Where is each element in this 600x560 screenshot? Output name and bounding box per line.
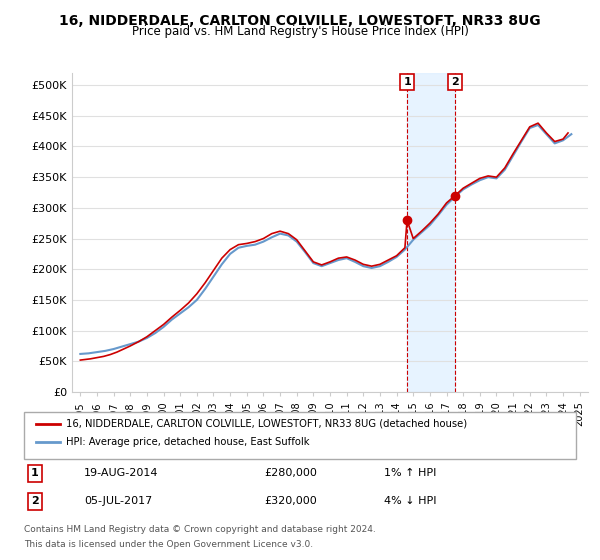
Text: 1% ↑ HPI: 1% ↑ HPI <box>384 468 436 478</box>
Text: 16, NIDDERDALE, CARLTON COLVILLE, LOWESTOFT, NR33 8UG: 16, NIDDERDALE, CARLTON COLVILLE, LOWEST… <box>59 14 541 28</box>
Text: 2: 2 <box>451 77 459 87</box>
Text: 05-JUL-2017: 05-JUL-2017 <box>84 496 152 506</box>
Text: £280,000: £280,000 <box>264 468 317 478</box>
Text: Price paid vs. HM Land Registry's House Price Index (HPI): Price paid vs. HM Land Registry's House … <box>131 25 469 38</box>
Text: 19-AUG-2014: 19-AUG-2014 <box>84 468 158 478</box>
Text: 4% ↓ HPI: 4% ↓ HPI <box>384 496 437 506</box>
Text: Contains HM Land Registry data © Crown copyright and database right 2024.: Contains HM Land Registry data © Crown c… <box>24 525 376 534</box>
Text: This data is licensed under the Open Government Licence v3.0.: This data is licensed under the Open Gov… <box>24 540 313 549</box>
Text: £320,000: £320,000 <box>264 496 317 506</box>
Text: 1: 1 <box>403 77 411 87</box>
Text: 16, NIDDERDALE, CARLTON COLVILLE, LOWESTOFT, NR33 8UG (detached house): 16, NIDDERDALE, CARLTON COLVILLE, LOWEST… <box>66 419 467 429</box>
Text: 2: 2 <box>31 496 38 506</box>
Text: 1: 1 <box>31 468 38 478</box>
Text: HPI: Average price, detached house, East Suffolk: HPI: Average price, detached house, East… <box>66 437 310 447</box>
Bar <box>407 73 455 392</box>
